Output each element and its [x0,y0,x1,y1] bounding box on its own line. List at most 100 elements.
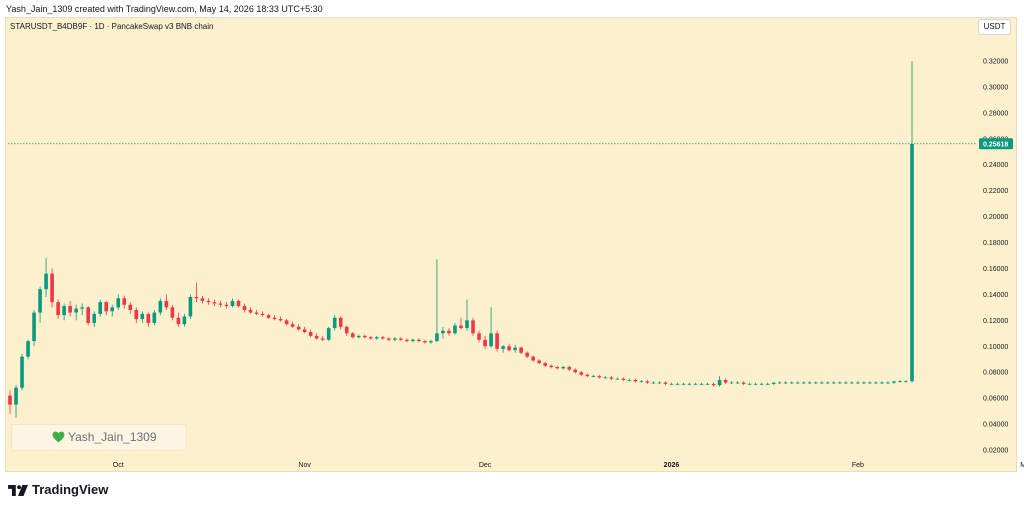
time-axis[interactable]: OctNovDec2026FebMarAprMay [113,462,1024,469]
candle-body [759,383,764,385]
candle-body [699,383,704,385]
candle-body [711,383,716,386]
price-tick-label: 0.14000 [983,292,1008,299]
time-tick-label: Nov [298,462,311,469]
price-tick-label: 0.12000 [983,318,1008,325]
candle-body [320,338,325,340]
price-tick-label: 0.32000 [983,59,1008,66]
candle-body [807,382,812,384]
time-tick-label: Dec [479,462,492,469]
candles-group [8,61,914,418]
candle-body [687,383,692,385]
candle-body [224,304,229,307]
candle-body [627,379,632,381]
candle-body [152,312,157,323]
candle-body [92,313,96,323]
price-tick-label: 0.28000 [983,110,1008,117]
price-tick-label: 0.02000 [983,448,1008,455]
candle-body [717,379,722,386]
candle-body [453,325,457,334]
candle-body [158,300,163,313]
candle-body [338,317,343,327]
time-tick-label: Feb [852,462,864,469]
candle-body [669,383,674,385]
candle-body [483,339,487,347]
candle-body [98,302,103,314]
candle-body [14,387,18,405]
candle-body [146,313,151,323]
candle-body [615,378,620,380]
chart-pane[interactable] [5,17,1017,472]
candle-body [38,289,42,313]
author-watermark: Yash_Jain_1309 [11,424,187,451]
candle-body [573,369,578,373]
candle-body [266,315,271,318]
candle-body [471,320,475,334]
candle-body [74,308,78,313]
candle-body [585,374,590,377]
symbol-line: STARUSDT_B4DB9F · 1D · PancakeSwap v3 BN… [10,22,214,31]
candle-body [705,383,710,385]
candle-body [290,324,295,327]
candle-body [32,312,36,342]
candle-body [399,338,403,340]
candle-body [411,339,415,342]
currency-unit-button[interactable]: USDT [978,19,1011,35]
candle-body [206,300,211,303]
candle-body [26,341,30,357]
candle-body [561,367,566,369]
candle-body [308,332,313,336]
candle-body [567,367,572,370]
heart-icon [52,431,65,443]
candle-body [729,382,734,384]
candle-body [850,382,854,384]
candle-body [170,307,175,318]
candle-body [603,377,608,379]
price-tick-label: 0.20000 [983,214,1008,221]
price-axis[interactable]: 0.02000 0.04000 0.06000 0.08000 0.10000 0.120… [983,59,1008,455]
candle-body [501,346,505,349]
candle-body [44,273,48,290]
candle-body [62,306,66,316]
candle-body [880,382,884,384]
candle-body [188,296,193,317]
candle-body [657,382,662,384]
candle-body [176,317,181,325]
candle-body [513,347,517,351]
candle-body [904,381,908,383]
candle-body [194,296,199,299]
candle-body [519,347,523,353]
candle-body [765,383,770,385]
candle-body [20,356,24,388]
candle-body [134,309,139,320]
candle-body [296,326,301,330]
candle-body [681,383,686,385]
candle-body [838,382,842,384]
candle-body [362,335,367,338]
candle-body [777,382,782,384]
candle-body [886,382,890,384]
candle-body [381,337,385,339]
candle-body [675,383,680,385]
candle-body [465,320,469,329]
candle-body [284,320,289,325]
candle-body [326,328,331,340]
candle-body [417,339,421,342]
price-tick-label: 0.16000 [983,266,1008,273]
candle-body [531,356,535,361]
candle-body [813,382,818,384]
tradingview-logo-icon [8,485,28,496]
candle-body [771,382,776,384]
candle-body [350,333,355,338]
price-tick-label: 0.22000 [983,188,1008,195]
candle-body [242,306,247,310]
candle-body [80,307,84,309]
price-tick-label: 0.30000 [983,84,1008,91]
candle-body [477,333,481,340]
candle-body [537,360,541,364]
candle-body [68,306,72,313]
candle-body [164,300,169,308]
candle-body [507,346,511,351]
candle-body [741,382,746,384]
